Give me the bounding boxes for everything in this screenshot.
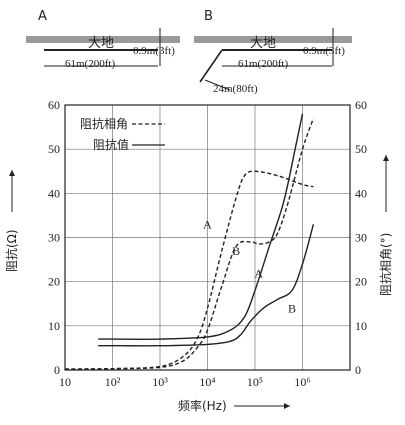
y-tick-right-label: 30 [355,231,367,245]
curve-annotation-b: B [288,302,296,316]
x-tick-label: 10³ [152,375,168,389]
diagram-b-depth: 0.9m(3ft) [303,45,345,57]
series-phase-curve-a [64,170,314,370]
y-tick-right-label: 0 [355,363,361,377]
curve-annotation-a: A [254,266,263,280]
x-tick-label: 10² [105,375,121,389]
x-tick-label: 10⁴ [199,375,215,389]
diagram-a-length: 61m(200ft) [65,58,115,70]
diagram-b-ground [194,36,352,43]
diagram-a-depth: 0.9m(3ft) [133,45,175,57]
y-tick-left-label: 20 [48,275,60,289]
y-tick-left-label: 10 [48,319,60,333]
y-tick-left-label: 30 [48,231,60,245]
diagram-a: A 大地 0.9m(3ft) 61m(200ft) [26,9,180,70]
x-tick-label: 10⁶ [294,375,310,389]
series-impedance-curve-b [98,224,315,347]
y-tick-right-label: 20 [355,275,367,289]
diagram-a-label: A [38,9,47,24]
x-axis-arrowhead [284,403,290,409]
curve-annotation-a: A [203,218,212,232]
series-impedance-curve-a [98,113,304,340]
curve-annotation-b: B [232,244,240,258]
y-axis-right-arrowhead [383,155,389,161]
chart-curves [64,113,315,370]
y-axis-right-label: 阻抗相角(°) [378,233,393,296]
y-tick-right-label: 50 [355,142,367,156]
diagram-b-label: B [204,9,213,24]
series-phase-curve-b [64,118,315,370]
legend: 阻抗相角 阻抗值 [80,116,165,152]
y-tick-right-label: 10 [355,319,367,333]
y-tick-right-label: 60 [355,98,367,112]
y-tick-right-label: 40 [355,186,367,200]
y-ticks-left: 0 10 20 30 40 50 60 [48,98,60,377]
diagram-b-ground-label: 大地 [250,36,276,51]
x-ticks: 10 10² 10³ 10⁴ 10⁵ 10⁶ [59,375,311,389]
x-tick-label: 10⁵ [247,375,263,389]
y-ticks-right: 0 10 20 30 40 50 60 [355,98,367,377]
plot-frame [64,104,351,371]
x-tick-label: 10 [59,375,71,389]
diagram-b-length: 61m(200ft) [238,58,288,70]
y-axis-left-arrowhead [9,170,15,176]
legend-label-impedance: 阻抗值 [93,137,129,152]
diagram-b: B 大地 0.9m(3ft) 61m(200ft) 24m(80ft) [194,9,352,95]
y-tick-left-label: 40 [48,186,60,200]
legend-label-phase: 阻抗相角 [80,116,128,131]
y-tick-left-label: 50 [48,142,60,156]
diagram-b-lead-wire [199,49,223,83]
chart-grid [64,105,350,370]
y-axis-left-label: 阻抗(Ω) [4,229,19,272]
diagram-a-ground-label: 大地 [88,36,114,51]
diagram-a-ground [26,36,180,43]
x-axis-label: 频率(Hz) [178,398,227,413]
diagram-b-lead-dim [204,79,231,91]
y-tick-left-label: 60 [48,98,60,112]
diagram-b-lead: 24m(80ft) [213,83,258,95]
y-tick-left-label: 0 [54,363,60,377]
